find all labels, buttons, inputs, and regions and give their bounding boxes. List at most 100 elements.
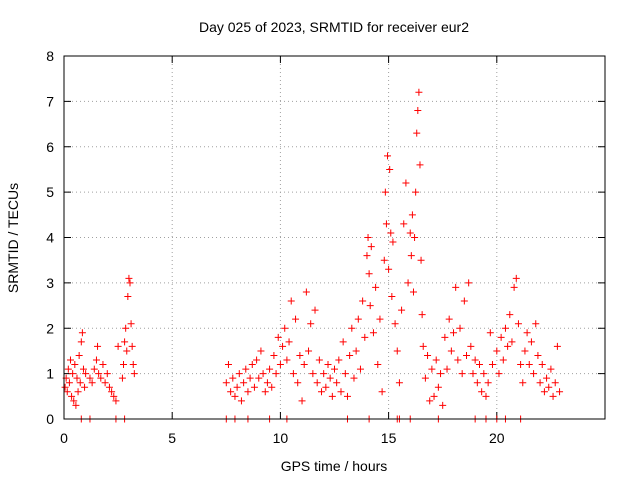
data-point-plus [486, 329, 494, 337]
data-point-plus [289, 370, 297, 378]
data-point-plus [337, 388, 345, 396]
data-point-plus [124, 292, 132, 300]
y-tick-label: 1 [46, 366, 54, 382]
data-point-plus [499, 356, 507, 364]
data-point-plus [279, 342, 287, 350]
data-point-plus [376, 315, 384, 323]
data-point-plus [534, 351, 542, 359]
data-point-plus [229, 374, 237, 382]
data-point-plus [366, 302, 374, 310]
data-point-plus [94, 342, 102, 350]
data-point-plus [463, 351, 471, 359]
data-point-plus [68, 392, 76, 400]
y-tick-label: 0 [46, 411, 54, 427]
data-point-plus [283, 356, 291, 364]
data-point-plus [424, 351, 432, 359]
grid [64, 56, 605, 419]
data-point-plus [363, 252, 371, 260]
data-point-plus [452, 283, 460, 291]
data-point-plus [224, 361, 232, 369]
x-tick-label: 20 [489, 430, 505, 446]
data-point-plus [74, 388, 82, 396]
data-point-plus [222, 379, 230, 387]
data-point-plus [64, 365, 72, 373]
data-point-plus [272, 370, 280, 378]
data-point-plus [75, 351, 83, 359]
data-point-plus [97, 374, 105, 382]
data-point-plus [384, 152, 392, 160]
data-point-plus [381, 188, 389, 196]
data-point-plus [313, 379, 321, 387]
data-point-plus [361, 333, 369, 341]
data-point-plus [359, 297, 367, 305]
plot-frame [63, 55, 606, 420]
data-point-plus [268, 383, 276, 391]
data-point-plus [257, 347, 265, 355]
data-point-plus [248, 361, 256, 369]
data-point-plus [441, 333, 449, 341]
data-point-plus [488, 361, 496, 369]
data-point-plus [322, 383, 330, 391]
data-point-plus [460, 297, 468, 305]
data-point-plus [414, 106, 422, 114]
x-tick-label: 5 [168, 430, 176, 446]
data-point-plus [382, 220, 390, 228]
data-point-plus [434, 383, 442, 391]
data-point-plus [126, 279, 134, 287]
data-point-plus [527, 338, 535, 346]
data-point-plus [432, 356, 440, 364]
data-point-plus [437, 370, 445, 378]
data-point-plus [356, 365, 364, 373]
data-point-plus [298, 397, 306, 405]
data-point-plus [90, 365, 98, 373]
data-point-plus [130, 370, 138, 378]
data-point-plus [296, 351, 304, 359]
data-point-plus [418, 311, 426, 319]
data-point-plus [302, 288, 310, 296]
data-point-plus [61, 383, 69, 391]
data-point-plus [387, 229, 395, 237]
data-point-plus [125, 274, 133, 282]
data-point-plus [227, 388, 235, 396]
data-point-plus [250, 383, 258, 391]
data-point-plus [127, 320, 135, 328]
data-point-plus [281, 324, 289, 332]
y-tick-label: 7 [46, 93, 54, 109]
data-point-plus [320, 370, 328, 378]
data-point-plus [430, 392, 438, 400]
data-point-plus [123, 347, 131, 355]
data-point-plus [553, 342, 561, 350]
data-point-plus [398, 306, 406, 314]
data-point-plus [530, 370, 538, 378]
data-point-plus [493, 347, 501, 355]
data-point-plus [543, 374, 551, 382]
data-point-plus [307, 320, 315, 328]
data-point-plus [408, 211, 416, 219]
data-point-plus [112, 397, 120, 405]
data-point-plus [450, 329, 458, 337]
data-point-plus [482, 392, 490, 400]
data-point-plus [364, 234, 372, 241]
data-point-plus [79, 365, 87, 373]
data-point-plus [411, 234, 419, 241]
data-point-plus [458, 370, 466, 378]
data-point-plus [99, 361, 107, 369]
data-point-plus [352, 347, 360, 355]
data-point-plus [551, 379, 559, 387]
data-point-plus [416, 161, 424, 169]
data-point-plus [389, 238, 397, 246]
data-point-plus [276, 361, 284, 369]
data-point-plus [86, 374, 94, 382]
data-point-plus [315, 356, 323, 364]
data-point-plus [508, 338, 516, 346]
y-tick-label: 8 [46, 48, 54, 64]
data-point-plus [341, 370, 349, 378]
data-point-plus [70, 397, 78, 405]
data-point-plus [523, 329, 531, 337]
data-point-plus [467, 342, 475, 350]
data-point-plus [270, 351, 278, 359]
data-point-plus [120, 361, 128, 369]
data-point-plus [350, 374, 358, 382]
data-point-plus [354, 315, 362, 323]
